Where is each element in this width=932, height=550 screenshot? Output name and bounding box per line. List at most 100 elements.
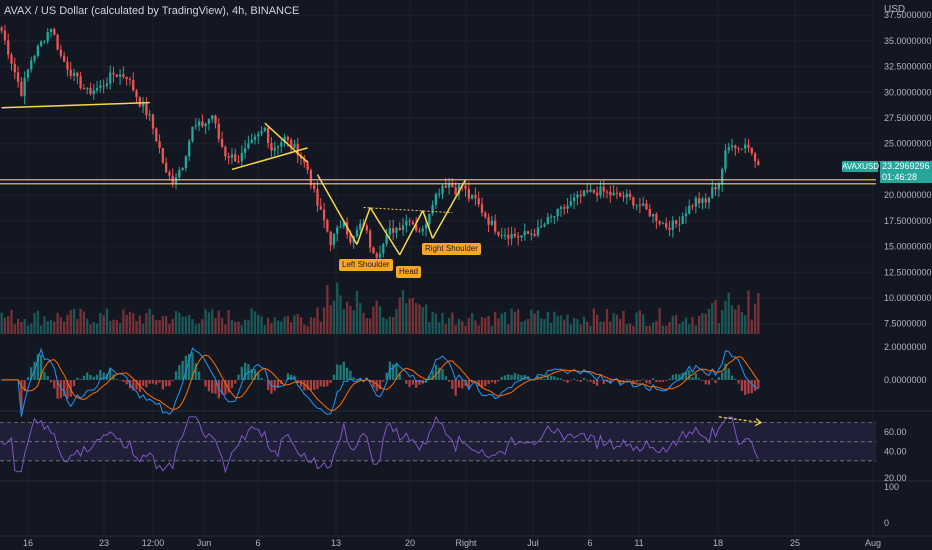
candle-body <box>576 194 579 198</box>
macd-histogram-bar <box>326 379 329 387</box>
candle-body <box>658 221 661 224</box>
macd-histogram-bar <box>398 373 401 380</box>
volume-bar <box>43 316 46 334</box>
macd-histogram-bar <box>477 379 480 387</box>
volume-bar <box>566 314 569 334</box>
macd-histogram-bar <box>622 379 625 382</box>
volume-bar <box>674 315 678 334</box>
volume-bar <box>701 313 704 334</box>
symbol-header[interactable]: AVAX / US Dollar (calculated by TradingV… <box>4 5 299 17</box>
macd-histogram-bar <box>563 379 566 382</box>
candle-body <box>342 222 345 227</box>
macd-histogram-bar <box>349 370 352 380</box>
volume-bar <box>694 325 697 334</box>
volume-bar <box>7 316 10 334</box>
volume-bar <box>352 310 355 334</box>
volume-bar <box>517 309 520 334</box>
volume-bar <box>549 322 553 334</box>
volume-bar <box>582 316 586 334</box>
candle-body <box>721 169 724 185</box>
candle-body <box>671 220 674 230</box>
right-shoulder-label[interactable]: Right Shoulder <box>422 243 481 255</box>
candle-body <box>642 203 645 206</box>
candle-body <box>688 205 691 214</box>
candle-body <box>217 123 220 140</box>
candle-body <box>704 198 707 203</box>
volume-bar <box>447 317 451 334</box>
candle-body <box>128 79 132 81</box>
macd-histogram-bar <box>684 371 688 380</box>
macd-pane <box>0 347 760 417</box>
candle-body <box>734 145 737 149</box>
price-tick-label: 32.5000000 <box>884 62 932 72</box>
candle-body <box>112 72 115 75</box>
volume-bar <box>243 319 247 334</box>
left-shoulder-label[interactable]: Left Shoulder <box>339 259 393 271</box>
volume-bar <box>681 321 684 334</box>
candle-body <box>757 160 760 166</box>
candle-body <box>490 220 494 225</box>
candle-body <box>326 220 329 232</box>
volume-bar <box>750 319 753 334</box>
price-tick-label: 35.0000000 <box>884 36 932 46</box>
candle-body <box>678 223 681 225</box>
volume-bar <box>95 323 99 334</box>
trend-line <box>316 174 358 245</box>
candle-body <box>470 194 474 199</box>
macd-histogram-bar <box>549 375 553 380</box>
volume-bar <box>184 316 188 334</box>
macd-histogram-bar <box>368 379 372 383</box>
candle-body <box>421 228 424 232</box>
candle-body <box>194 125 197 127</box>
macd-histogram-bar <box>237 374 240 380</box>
volume-bar <box>494 311 497 334</box>
volume-bar <box>109 321 112 334</box>
volume-bar <box>234 321 237 334</box>
macd-histogram-bar <box>290 374 293 380</box>
volume-bar <box>191 319 194 334</box>
macd-histogram-bar <box>757 379 760 389</box>
candle-body <box>39 41 43 46</box>
volume-bar <box>638 310 642 334</box>
volume-bar <box>424 304 428 334</box>
macd-histogram-bar <box>510 375 513 380</box>
macd-histogram-bar <box>109 368 112 380</box>
macd-histogram-bar <box>503 375 507 380</box>
volume-bar <box>671 315 674 334</box>
volume-bar <box>76 319 79 334</box>
macd-tick-label: 0.0000000 <box>884 375 927 385</box>
volume-bar <box>355 291 359 334</box>
macd-histogram-bar <box>36 353 39 380</box>
candle-body <box>707 197 711 203</box>
candle-body <box>141 103 145 107</box>
macd-histogram-bar <box>428 375 431 380</box>
volume-bar <box>721 310 724 334</box>
macd-histogram-bar <box>507 374 510 380</box>
candle-body <box>339 226 342 228</box>
candle-body <box>424 224 428 229</box>
volume-bar <box>207 312 211 334</box>
macd-histogram-bar <box>556 377 559 380</box>
volume-bar <box>319 321 322 334</box>
candle-body <box>691 205 694 207</box>
volume-bar <box>586 321 589 334</box>
macd-histogram-bar <box>576 379 579 381</box>
candle-body <box>63 55 66 62</box>
macd-histogram-bar <box>434 364 438 380</box>
macd-histogram-bar <box>125 379 128 385</box>
volume-bar <box>665 325 668 334</box>
macd-histogram-bar <box>158 379 161 383</box>
volume-bar <box>661 325 665 334</box>
volume-bar <box>401 289 405 334</box>
macd-histogram-bar <box>99 370 102 380</box>
head-label[interactable]: Head <box>396 266 422 278</box>
volume-bar <box>155 319 158 334</box>
price-tick-label: 7.5000000 <box>884 319 927 329</box>
rsi-line <box>1 415 759 474</box>
rsi-divergence-line <box>718 416 762 424</box>
volume-bar <box>164 315 168 334</box>
volume-bar <box>411 298 415 334</box>
candle-body <box>497 231 500 236</box>
candle-body <box>464 185 467 189</box>
volume-bar <box>135 321 138 334</box>
